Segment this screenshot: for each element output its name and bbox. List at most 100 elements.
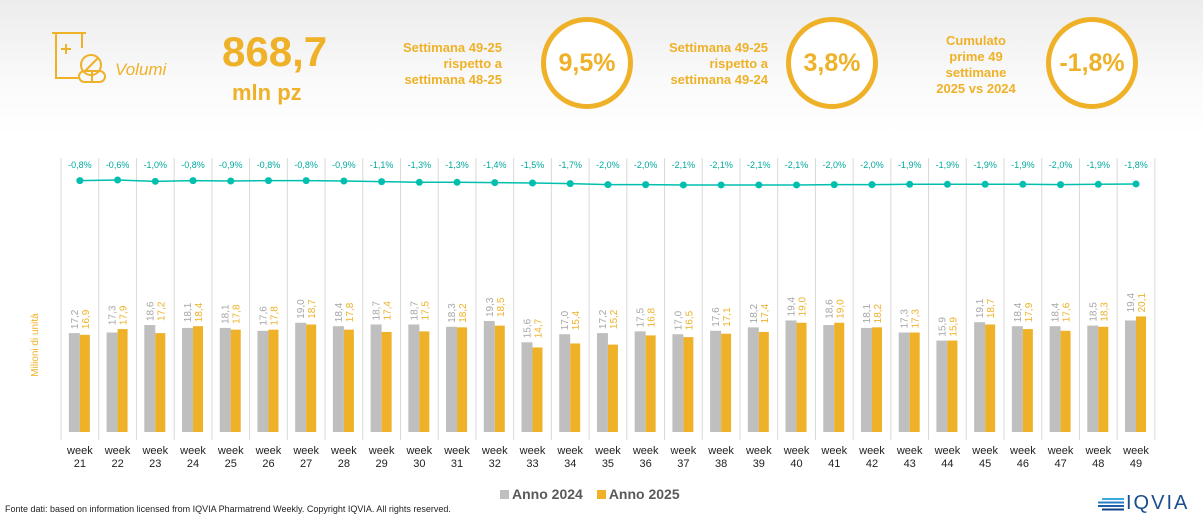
cumulative-change-point bbox=[415, 178, 423, 186]
x-tick-label: week bbox=[368, 445, 395, 457]
data-label-2025: 17,6 bbox=[1062, 302, 1073, 322]
cumulative-change-point bbox=[830, 181, 838, 189]
cumulative-change-point bbox=[604, 181, 612, 189]
cumulative-change-point bbox=[679, 181, 687, 189]
cumulative-change-point bbox=[453, 178, 461, 186]
bar-2024 bbox=[521, 342, 533, 432]
cumulative-change-label: -1,8% bbox=[1124, 160, 1148, 170]
data-label-2025: 17,8 bbox=[345, 302, 356, 322]
kpi-line: settimana 49-24 bbox=[670, 72, 768, 87]
kpi-line: rispetto a bbox=[443, 56, 502, 71]
data-label-2025: 14,7 bbox=[534, 318, 545, 338]
bar-2025 bbox=[381, 331, 392, 432]
x-tick-label: week bbox=[1122, 445, 1149, 457]
x-tick-label: week bbox=[971, 445, 998, 457]
x-tick-label: 34 bbox=[564, 458, 576, 470]
cumulative-change-label: -2,0% bbox=[596, 160, 620, 170]
iqvia-logo-text: IQVIA bbox=[1126, 492, 1190, 514]
data-label-2024: 17,2 bbox=[70, 309, 81, 329]
bar-2024 bbox=[1087, 325, 1099, 432]
bar-2025 bbox=[1022, 329, 1033, 432]
kpi-cumulative-label: Cumulato prime 49 settimane 2025 vs 2024 bbox=[920, 33, 1032, 97]
data-label-2025: 17,2 bbox=[156, 301, 167, 321]
x-tick-label: week bbox=[1047, 445, 1074, 457]
bar-2025 bbox=[343, 329, 354, 432]
x-tick-label: 26 bbox=[262, 458, 274, 470]
kpi-line: Cumulato bbox=[946, 33, 1006, 48]
kpi-weekly-label: Settimana 49-25 rispetto a settimana 48-… bbox=[380, 40, 502, 88]
cumulative-change-point bbox=[378, 178, 386, 186]
iqvia-logo-mark bbox=[1098, 497, 1124, 510]
x-tick-label: 24 bbox=[187, 458, 199, 470]
bar-2024 bbox=[785, 320, 797, 432]
legend-item-2025: Anno 2025 bbox=[596, 486, 680, 502]
x-tick-label: 45 bbox=[979, 458, 991, 470]
cumulative-change-point bbox=[943, 180, 951, 188]
x-tick-label: week bbox=[66, 445, 93, 457]
cumulative-change-point bbox=[529, 179, 536, 187]
x-tick-label: 39 bbox=[753, 458, 765, 470]
x-tick-label: week bbox=[934, 445, 961, 457]
cumulative-change-point bbox=[302, 177, 310, 185]
bar-2024 bbox=[974, 322, 986, 432]
x-tick-label: week bbox=[405, 445, 432, 457]
bar-2025 bbox=[909, 332, 920, 432]
x-tick-label: 40 bbox=[790, 458, 802, 470]
x-tick-label: 32 bbox=[489, 458, 501, 470]
data-label-2024: 18,2 bbox=[749, 303, 760, 323]
bar-2025 bbox=[796, 322, 807, 432]
bar-2025 bbox=[721, 333, 732, 432]
cumulative-change-label: -1,0% bbox=[144, 160, 168, 170]
x-tick-label: 48 bbox=[1092, 458, 1104, 470]
cumulative-change-label: -2,0% bbox=[860, 160, 884, 170]
x-tick-label: week bbox=[858, 445, 885, 457]
cumulative-change-label: -2,1% bbox=[709, 160, 733, 170]
x-tick-label: 46 bbox=[1017, 458, 1029, 470]
data-label-2024: 17,5 bbox=[636, 307, 647, 327]
kpi-yoy-value: 3,8% bbox=[803, 48, 861, 77]
bar-2025 bbox=[306, 324, 317, 432]
bar-2024 bbox=[747, 327, 759, 432]
cumulative-change-point bbox=[981, 180, 989, 188]
data-label-2025: 20,1 bbox=[1137, 293, 1148, 313]
cumulative-change-label: -1,7% bbox=[558, 160, 582, 170]
data-label-2025: 17,9 bbox=[1024, 302, 1035, 322]
data-label-2025: 18,7 bbox=[307, 299, 318, 319]
bar-2024 bbox=[370, 324, 382, 432]
total-volume-unit: mln pz bbox=[232, 80, 302, 105]
bar-2024 bbox=[295, 322, 307, 432]
data-label-2025: 15,4 bbox=[571, 310, 582, 330]
kpi-yoy-circle: 3,8% bbox=[786, 17, 878, 109]
data-label-2024: 19,3 bbox=[485, 297, 496, 317]
data-label-2024: 18,1 bbox=[862, 303, 873, 323]
total-volume-value: 868,7 bbox=[222, 28, 328, 75]
cumulative-change-point bbox=[868, 181, 876, 189]
data-label-2024: 18,4 bbox=[1013, 302, 1024, 322]
data-label-2024: 17,6 bbox=[258, 306, 269, 326]
x-tick-label: week bbox=[255, 445, 282, 457]
x-tick-label: 42 bbox=[866, 458, 878, 470]
bar-2025 bbox=[155, 333, 166, 432]
data-label-2025: 16,8 bbox=[647, 307, 658, 327]
bar-2024 bbox=[68, 333, 80, 432]
x-tick-label: 33 bbox=[526, 458, 538, 470]
data-label-2024: 19,4 bbox=[1126, 293, 1137, 313]
x-tick-label: week bbox=[141, 445, 168, 457]
data-label-2025: 16,5 bbox=[684, 310, 695, 330]
cumulative-change-label: -2,0% bbox=[1049, 160, 1073, 170]
bar-2025 bbox=[230, 329, 241, 432]
cumulative-change-point bbox=[114, 176, 122, 184]
x-tick-label: 41 bbox=[828, 458, 840, 470]
legend-item-2024: Anno 2024 bbox=[500, 486, 583, 502]
bar-2025 bbox=[457, 327, 468, 432]
cumulative-change-point bbox=[717, 181, 725, 189]
kpi-line: Settimana 49-25 bbox=[669, 40, 768, 55]
data-label-2024: 18,6 bbox=[824, 299, 835, 319]
x-tick-label: week bbox=[820, 445, 847, 457]
x-tick-label: week bbox=[594, 445, 621, 457]
cumulative-change-point bbox=[906, 180, 914, 188]
data-label-2025: 17,8 bbox=[232, 304, 243, 324]
x-tick-label: week bbox=[556, 445, 583, 457]
bar-2024 bbox=[483, 321, 495, 432]
